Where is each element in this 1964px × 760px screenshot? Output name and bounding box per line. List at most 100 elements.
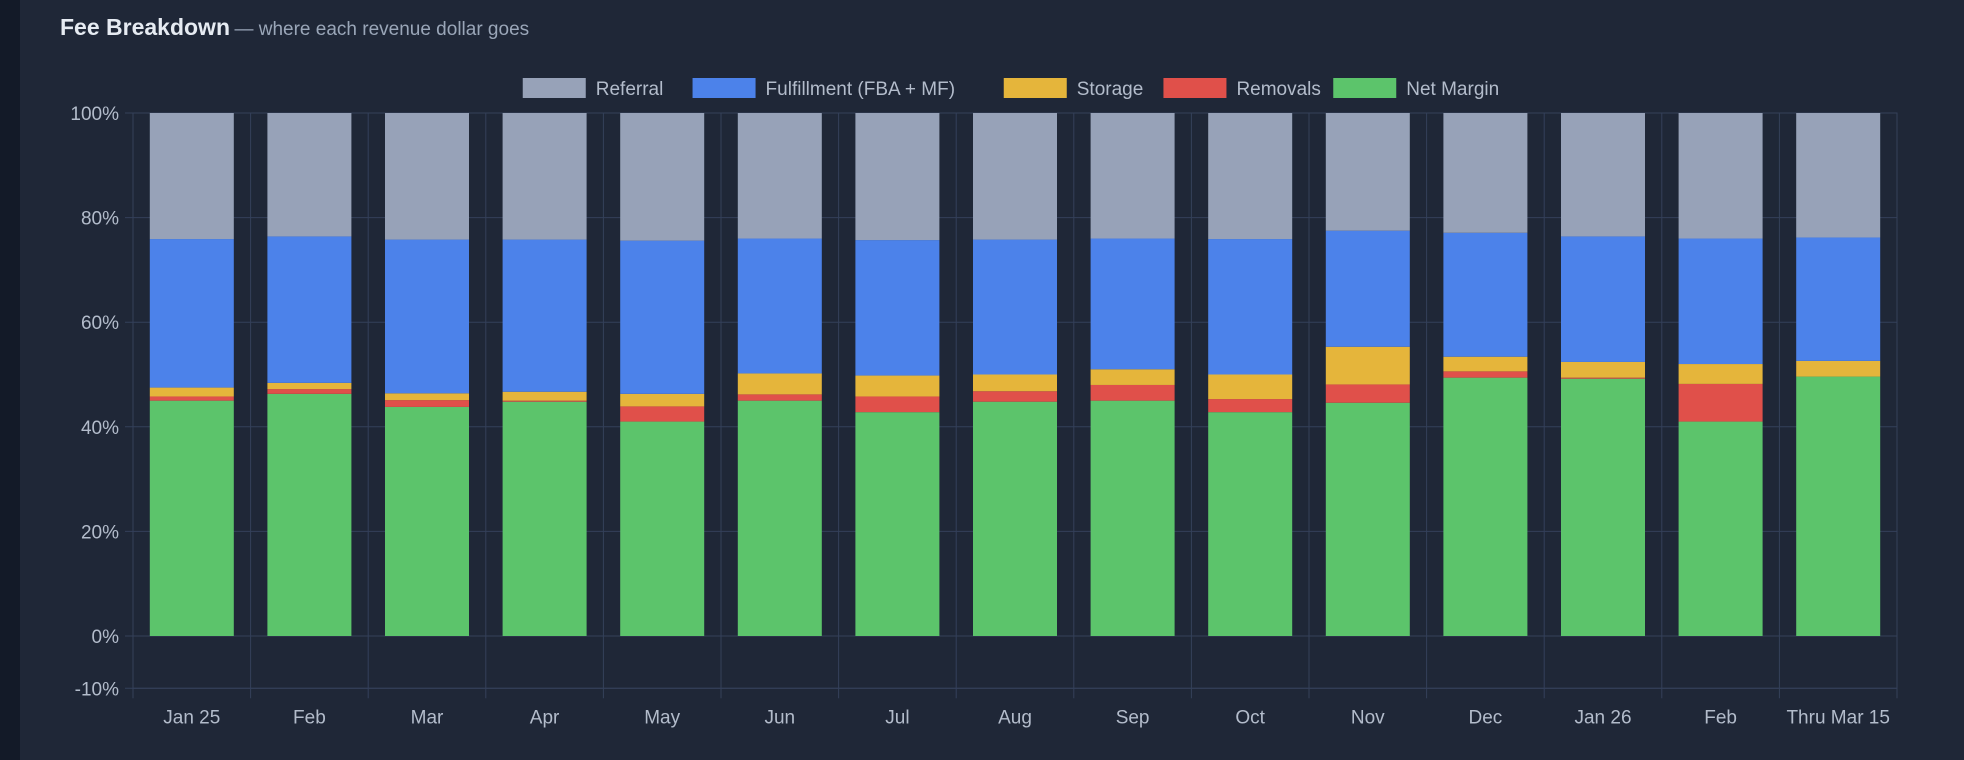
bar-segment-fulfillment-fba-mf [1208,239,1293,375]
bar-segment-fulfillment-fba-mf [1561,236,1645,362]
bar-segment-net-margin [1678,421,1763,636]
x-tick-label: Jan 25 [163,707,220,728]
bar-segment-removals [737,394,822,401]
bar-segment-net-margin [149,400,234,636]
bar-segment-removals [1325,384,1410,403]
bar-segment-referral [737,113,822,239]
x-tick-label: Thru Mar 15 [1786,707,1889,728]
x-tick-label: Jul [885,707,909,728]
x-tick-label: Aug [998,707,1032,728]
bar-segment-referral [620,113,705,241]
bar-segment-storage [1678,364,1763,384]
bar-segment-storage [1090,369,1175,385]
bar-segment-removals [502,400,587,402]
bar-segment-net-margin [855,412,940,636]
bar-segment-net-margin [1325,402,1410,636]
bar-segment-fulfillment-fba-mf [385,239,469,394]
chart-header: Fee Breakdown — where each revenue dolla… [60,14,529,41]
bar-segment-net-margin [1796,376,1881,636]
bar-segment-net-margin [1090,400,1175,636]
y-tick-label: 0% [92,627,120,648]
bar-segment-removals [149,396,234,401]
bar-segment-storage [1443,356,1528,372]
legend-swatch-net-margin [1333,78,1397,98]
bar-segment-fulfillment-fba-mf [267,236,352,383]
y-tick-label: 80% [81,209,119,230]
y-tick-label: 40% [81,418,119,439]
bar-segment-fulfillment-fba-mf [737,238,822,374]
bar-segment-storage [855,375,940,397]
bar-segment-net-margin [267,393,352,636]
bar-segment-storage [1208,374,1293,400]
bar-segment-referral [1090,113,1175,239]
bar-segment-referral [1325,113,1410,231]
legend-label-net-margin: Net Margin [1406,79,1499,100]
bar-segment-referral [149,113,234,240]
bar-segment-referral [267,113,352,237]
bar-segment-storage [502,391,587,401]
bar-segment-net-margin [385,406,469,636]
y-tick-label: -10% [75,679,119,700]
x-tick-label: Oct [1235,707,1265,728]
x-tick-label: Feb [293,707,326,728]
bar-segment-removals [1208,399,1293,413]
bar-segment-net-margin [1208,412,1293,636]
legend-swatch-removals [1163,78,1227,98]
bar-segment-storage [1325,346,1410,385]
bar-segment-storage [149,387,234,397]
chart-title: Fee Breakdown [60,14,230,40]
legend-label-referral: Referral [596,79,664,100]
bar-segment-storage [1796,360,1881,377]
x-tick-label: Jan 26 [1574,707,1631,728]
legend-swatch-storage [1003,78,1067,98]
bar-segment-referral [1208,113,1293,240]
bar-segment-removals [1561,377,1645,379]
bar-segment-referral [1678,113,1763,239]
bar-segment-fulfillment-fba-mf [149,239,234,388]
bar-segment-storage [973,374,1057,392]
legend-label-storage: Storage [1077,79,1144,100]
bar-segment-removals [385,400,469,407]
y-tick-label: 20% [81,522,119,543]
bar-segment-removals [620,406,705,422]
bar-segment-removals [973,391,1057,402]
bar-segment-referral [502,113,587,240]
bar-segment-referral [855,113,940,241]
x-tick-label: Jun [764,707,795,728]
bar-segment-fulfillment-fba-mf [855,240,940,376]
bar-segment-net-margin [1561,378,1645,636]
bar-segment-storage [737,373,822,395]
x-tick-label: Feb [1704,707,1737,728]
legend-label-removals: Removals [1236,79,1320,100]
bar-segment-fulfillment-fba-mf [973,239,1057,375]
bar-segment-storage [620,393,705,407]
bar-segment-referral [1796,113,1881,238]
y-tick-label: 60% [81,313,119,334]
bar-segment-net-margin [737,400,822,636]
bar-segment-referral [385,113,469,240]
x-tick-label: May [644,707,680,728]
bar-segment-fulfillment-fba-mf [1678,238,1763,365]
bar-segment-net-margin [502,401,587,636]
bar-segment-referral [1561,113,1645,237]
x-tick-label: Sep [1116,707,1150,728]
chart-panel: Fee Breakdown — where each revenue dolla… [20,0,1964,760]
x-tick-label: Mar [411,707,444,728]
bar-segment-removals [855,396,940,413]
bar-segment-fulfillment-fba-mf [1090,238,1175,370]
bar-segment-fulfillment-fba-mf [1443,232,1528,357]
chart-subtitle: — where each revenue dollar goes [234,19,530,40]
bar-segment-storage [267,382,352,390]
x-tick-label: Dec [1469,707,1503,728]
bar-segment-removals [267,389,352,394]
bar-segment-removals [1678,383,1763,422]
legend-label-fulfillment-fba-mf: Fulfillment (FBA + MF) [766,79,956,100]
bar-segment-removals [1090,384,1175,401]
bar-segment-fulfillment-fba-mf [502,239,587,392]
bar-segment-referral [973,113,1057,240]
legend-swatch-referral [522,78,586,98]
bar-segment-storage [1561,361,1645,378]
bar-segment-referral [1443,113,1528,233]
bar-segment-fulfillment-fba-mf [620,240,705,394]
bar-segment-net-margin [973,401,1057,636]
